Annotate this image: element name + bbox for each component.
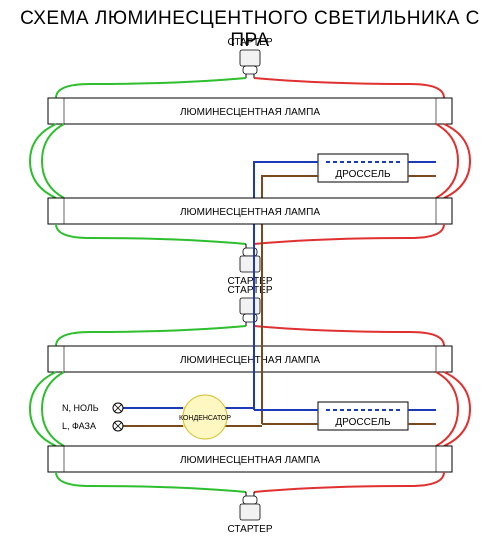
starter-4-icon <box>240 492 260 520</box>
terminal-neutral <box>113 403 123 413</box>
wire-green-7 <box>42 372 64 446</box>
starter-1-icon <box>240 50 260 78</box>
starter-2-icon <box>240 244 260 272</box>
svg-text:ЛЮМИНЕСЦЕНТНАЯ ЛАМПА: ЛЮМИНЕСЦЕНТНАЯ ЛАМПА <box>180 107 320 118</box>
wire-red-5 <box>254 326 444 346</box>
terminal-phase <box>113 421 123 431</box>
wire-green-3 <box>42 124 64 198</box>
lamp-1: ЛЮМИНЕСЦЕНТНАЯ ЛАМПА <box>48 98 452 124</box>
choke-1: ДРОССЕЛЬ <box>318 154 408 182</box>
svg-text:ДРОССЕЛЬ: ДРОССЕЛЬ <box>335 417 391 428</box>
capacitor-icon: КОНДЕНСАТОР <box>179 395 231 439</box>
wire-green-5 <box>56 326 246 346</box>
svg-text:ЛЮМИНЕСЦЕНТНАЯ ЛАМПА: ЛЮМИНЕСЦЕНТНАЯ ЛАМПА <box>180 355 320 366</box>
starter-label-4: СТАРТЕР <box>227 524 272 535</box>
label-neutral: N, НОЛЬ <box>62 403 99 413</box>
starter-label-1: СТАРТЕР <box>227 37 272 48</box>
svg-text:ЛЮМИНЕСЦЕНТНАЯ ЛАМПА: ЛЮМИНЕСЦЕНТНАЯ ЛАМПА <box>180 455 320 466</box>
wire-red-3 <box>436 124 458 198</box>
wire-green-1 <box>56 78 246 98</box>
lamp-3: ЛЮМИНЕСЦЕНТНАЯ ЛАМПА <box>48 346 452 372</box>
svg-text:ДРОССЕЛЬ: ДРОССЕЛЬ <box>335 169 391 180</box>
label-phase: L, ФАЗА <box>62 421 96 431</box>
wire-red-1 <box>254 78 444 98</box>
svg-text:КОНДЕНСАТОР: КОНДЕНСАТОР <box>179 415 231 422</box>
lamp-2: ЛЮМИНЕСЦЕНТНАЯ ЛАМПА <box>48 198 452 224</box>
wire-red-4 <box>254 224 444 244</box>
svg-text:ЛЮМИНЕСЦЕНТНАЯ ЛАМПА: ЛЮМИНЕСЦЕНТНАЯ ЛАМПА <box>180 207 320 218</box>
starter-label-3: СТАРТЕР <box>227 285 272 296</box>
starter-3-icon <box>240 298 260 326</box>
choke-2: ДРОССЕЛЬ <box>318 402 408 430</box>
wire-green-4 <box>56 224 246 244</box>
wire-green-8 <box>56 472 246 492</box>
wire-red-8 <box>254 472 444 492</box>
wiring-diagram: СТАРТЕР ЛЮМИНЕСЦЕНТНАЯ ЛАМПА ДРОССЕЛЬ ЛЮ… <box>0 36 500 554</box>
lamp-4: ЛЮМИНЕСЦЕНТНАЯ ЛАМПА <box>48 446 452 472</box>
wire-red-7 <box>436 372 458 446</box>
